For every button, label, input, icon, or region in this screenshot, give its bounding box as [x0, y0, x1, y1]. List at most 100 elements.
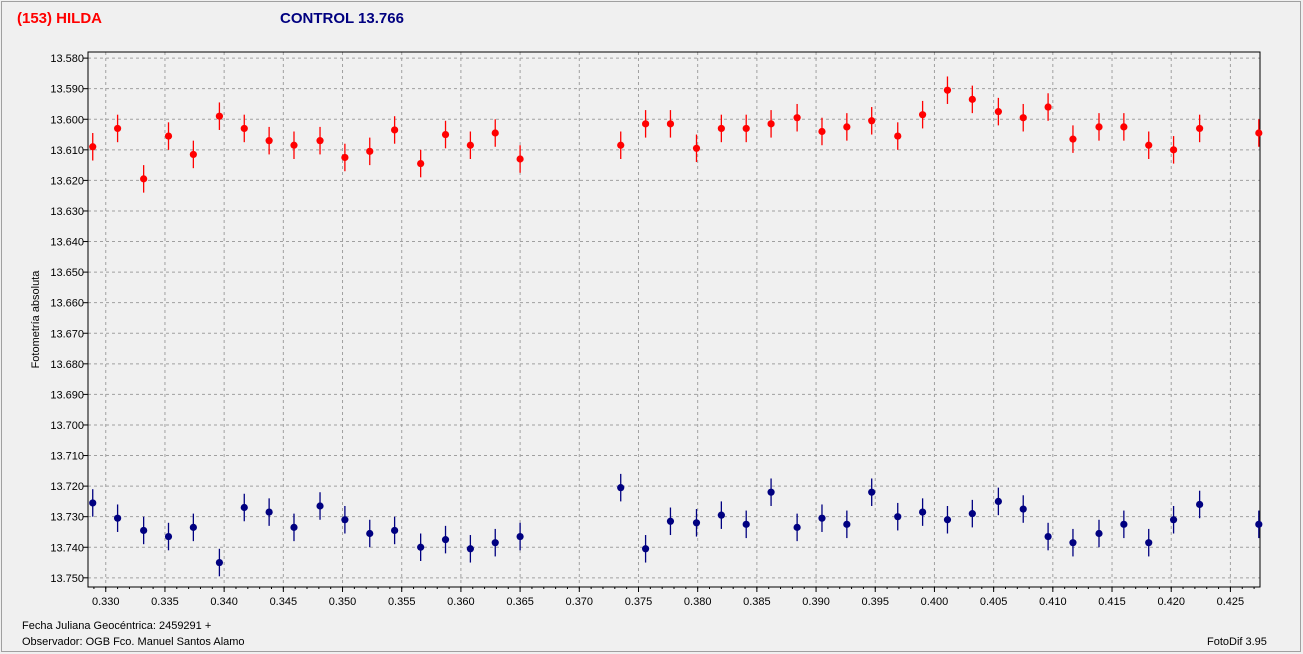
data-point: [717, 511, 725, 519]
x-axis: 0.330 0.335 0.340 0.345 0.350 0.355 0.360 0.365…: [92, 587, 1255, 608]
observer-label: Observador: OGB Fco. Manuel Santos Alamo: [22, 636, 245, 648]
data-point: [767, 120, 775, 128]
data-point: [641, 545, 650, 553]
data-point: [968, 95, 976, 103]
y-tick-label: 13.590: [50, 84, 84, 96]
data-point: [140, 526, 148, 535]
x-tick-label: 0.350: [329, 596, 357, 608]
data-point: [189, 523, 197, 531]
data-point: [516, 155, 524, 163]
data-point: [843, 123, 851, 131]
y-tick-label: 13.720: [50, 481, 84, 493]
data-point: [868, 488, 876, 496]
data-point: [366, 529, 374, 538]
series-target: [89, 76, 1263, 193]
x-tick-label: 0.380: [684, 596, 712, 608]
x-tick-label: 0.340: [210, 596, 238, 608]
x-tick-label: 0.345: [270, 596, 298, 608]
data-point: [692, 519, 701, 527]
data-point: [818, 127, 826, 136]
y-tick-label: 13.620: [50, 175, 84, 187]
y-tick-label: 13.640: [50, 237, 84, 249]
data-point: [1019, 114, 1027, 122]
data-point: [1255, 129, 1263, 137]
data-point: [1169, 146, 1178, 154]
data-point: [1019, 505, 1027, 513]
y-tick-label: 13.680: [50, 359, 84, 371]
data-point: [466, 141, 474, 149]
x-tick-label: 0.415: [1098, 596, 1126, 608]
data-point: [140, 175, 148, 183]
data-point: [417, 159, 425, 168]
y-tick-label: 13.690: [50, 389, 84, 401]
data-point: [441, 536, 450, 544]
y-tick-label: 13.700: [50, 420, 84, 432]
data-point: [164, 132, 173, 140]
data-point: [793, 523, 801, 531]
data-point: [1145, 539, 1153, 547]
plot-border: [87, 51, 1261, 588]
data-point: [491, 129, 499, 137]
data-point: [919, 508, 927, 516]
data-point: [843, 520, 851, 528]
data-point: [1069, 539, 1077, 547]
y-tick-label: 13.630: [50, 206, 84, 218]
data-point: [742, 124, 750, 133]
data-point: [742, 520, 750, 528]
data-point: [1095, 123, 1103, 131]
data-point: [113, 514, 122, 522]
x-tick-label: 0.425: [1217, 596, 1245, 608]
data-point: [894, 513, 902, 521]
y-axis: 13.580 13.590 13.600 13.610 13.620 13.630 13.6…: [50, 53, 88, 585]
data-point: [1095, 529, 1103, 538]
y-tick-label: 13.650: [50, 267, 84, 279]
data-point: [1044, 103, 1052, 111]
data-point: [164, 532, 173, 541]
data-point: [316, 137, 324, 145]
x-tick-label: 0.330: [92, 596, 120, 608]
data-point: [1255, 520, 1263, 528]
data-point: [1044, 532, 1052, 541]
data-point: [1196, 124, 1204, 133]
data-point: [868, 117, 876, 125]
x-tick-label: 0.390: [802, 596, 830, 608]
data-point: [943, 86, 952, 94]
x-tick-label: 0.375: [625, 596, 653, 608]
x-tick-label: 0.395: [861, 596, 889, 608]
x-tick-label: 0.420: [1157, 596, 1185, 608]
series-control: [89, 473, 1263, 577]
x-tick-label: 0.410: [1039, 596, 1067, 608]
data-point: [793, 114, 801, 122]
y-tick-label: 13.670: [50, 328, 84, 340]
x-tick-label: 0.405: [980, 596, 1008, 608]
data-point: [466, 545, 474, 553]
data-point: [189, 150, 197, 159]
control-title: CONTROL 13.766: [280, 10, 404, 27]
x-tick-label: 0.370: [566, 596, 594, 608]
data-point: [666, 517, 675, 525]
data-point: [391, 526, 399, 535]
data-point: [341, 153, 349, 162]
data-point: [1169, 516, 1178, 524]
y-tick-label: 13.580: [50, 53, 84, 65]
y-axis-label: Fotometría absoluta: [30, 270, 42, 369]
data-point: [240, 503, 248, 512]
data-point: [290, 141, 298, 149]
julian-date-label: Fecha Juliana Geocéntrica: 2459291 +: [22, 620, 212, 632]
data-point: [1145, 141, 1153, 149]
y-tick-label: 13.600: [50, 114, 84, 126]
data-point: [894, 132, 902, 140]
data-point: [491, 539, 499, 547]
data-point: [641, 120, 650, 128]
data-point: [1069, 135, 1077, 143]
data-point: [441, 130, 450, 139]
x-tick-label: 0.355: [388, 596, 416, 608]
data-point: [113, 124, 122, 133]
x-tick-label: 0.335: [151, 596, 179, 608]
data-point: [240, 124, 248, 133]
x-tick-label: 0.365: [506, 596, 534, 608]
data-point: [617, 484, 625, 492]
x-tick-label: 0.400: [921, 596, 949, 608]
